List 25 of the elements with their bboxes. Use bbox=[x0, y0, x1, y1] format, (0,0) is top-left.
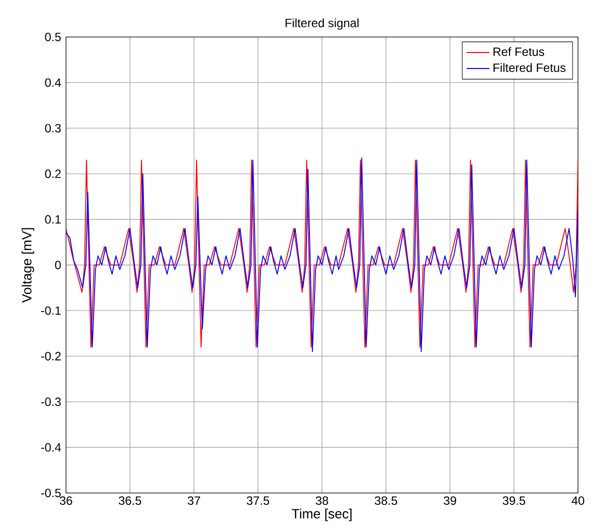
legend-label: Ref Fetus bbox=[494, 47, 544, 56]
y-tick-label: 0 bbox=[55, 260, 61, 270]
x-tick-label: 40 bbox=[572, 496, 584, 506]
legend-label: Filtered Fetus bbox=[494, 63, 566, 72]
x-tick-label: 38 bbox=[316, 496, 328, 506]
x-tick-label: 39 bbox=[444, 496, 456, 506]
y-tick-label: -0.2 bbox=[41, 352, 61, 361]
y-tick-label: 0.4 bbox=[45, 78, 61, 88]
x-tick-label: 38.5 bbox=[374, 496, 398, 506]
x-tick-label: 36 bbox=[60, 496, 72, 506]
x-tick-label: 37 bbox=[188, 496, 200, 506]
y-tick-label: 0.3 bbox=[45, 124, 61, 133]
x-tick-label: 39.5 bbox=[502, 496, 526, 506]
y-tick-label: 0.5 bbox=[45, 32, 61, 42]
y-tick-label: -0.4 bbox=[41, 443, 61, 452]
y-tick-label: -0.3 bbox=[41, 398, 61, 406]
chart-title: Filtered signal bbox=[286, 18, 359, 30]
x-axis-title: Time [sec] bbox=[292, 508, 352, 522]
y-axis-title: Voltage [mV] bbox=[22, 228, 34, 303]
x-tick-label: 36.5 bbox=[118, 496, 142, 506]
y-tick-label: 0.1 bbox=[45, 215, 61, 224]
y-tick-label: 0.2 bbox=[45, 170, 61, 178]
y-tick-label: -0.1 bbox=[41, 306, 61, 316]
x-tick-label: 37.5 bbox=[246, 496, 270, 506]
y-tick-label: -0.5 bbox=[41, 488, 61, 498]
